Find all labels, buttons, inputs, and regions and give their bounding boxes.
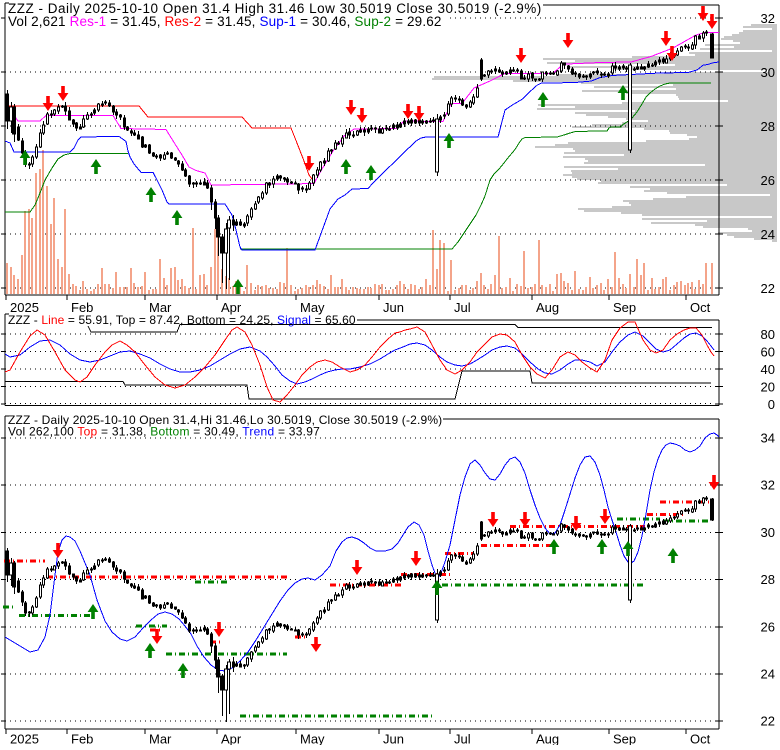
svg-text:ZZZ - Daily 2025-10-10 Open 31: ZZZ - Daily 2025-10-10 Open 31.4,Hi 31.4… bbox=[8, 413, 442, 427]
svg-text:0: 0 bbox=[768, 397, 775, 412]
svg-text:26: 26 bbox=[761, 619, 775, 634]
svg-text:2025: 2025 bbox=[10, 300, 39, 315]
svg-text:34: 34 bbox=[761, 431, 775, 446]
svg-text:Mar: Mar bbox=[149, 300, 172, 315]
svg-text:ZZZ - Daily 2025-10-10 Open 31: ZZZ - Daily 2025-10-10 Open 31.4 High 31… bbox=[8, 1, 542, 16]
svg-text:28: 28 bbox=[761, 572, 775, 587]
svg-text:Jul: Jul bbox=[454, 300, 471, 315]
svg-text:Aug: Aug bbox=[536, 732, 559, 746]
svg-text:Aug: Aug bbox=[536, 300, 559, 315]
svg-text:24: 24 bbox=[761, 227, 775, 242]
svg-text:60: 60 bbox=[761, 345, 775, 360]
svg-text:30: 30 bbox=[761, 525, 775, 540]
svg-text:Oct: Oct bbox=[690, 732, 711, 746]
svg-text:30: 30 bbox=[761, 65, 775, 80]
svg-text:Jun: Jun bbox=[383, 732, 404, 746]
svg-text:32: 32 bbox=[761, 478, 775, 493]
svg-text:26: 26 bbox=[761, 173, 775, 188]
svg-text:22: 22 bbox=[761, 714, 775, 729]
svg-text:Jun: Jun bbox=[383, 300, 404, 315]
svg-text:22: 22 bbox=[761, 281, 775, 296]
svg-text:Vol 262,100 Top = 31.38, Botto: Vol 262,100 Top = 31.38, Bottom = 30.49,… bbox=[8, 425, 320, 439]
svg-text:May: May bbox=[300, 732, 325, 746]
svg-text:40: 40 bbox=[761, 362, 775, 377]
svg-text:Feb: Feb bbox=[71, 300, 93, 315]
svg-text:2025: 2025 bbox=[10, 732, 39, 746]
svg-text:Apr: Apr bbox=[221, 732, 242, 746]
svg-text:Oct: Oct bbox=[690, 300, 711, 315]
svg-text:May: May bbox=[300, 300, 325, 315]
svg-text:Sep: Sep bbox=[613, 732, 636, 746]
svg-text:Mar: Mar bbox=[149, 732, 172, 746]
svg-text:Sep: Sep bbox=[613, 300, 636, 315]
svg-text:Vol 2,621 Res-1 = 31.45, Res-2: Vol 2,621 Res-1 = 31.45, Res-2 = 31.45, … bbox=[8, 14, 442, 29]
svg-text:24: 24 bbox=[761, 667, 775, 682]
svg-text:32: 32 bbox=[761, 11, 775, 26]
svg-text:80: 80 bbox=[761, 327, 775, 342]
svg-text:Feb: Feb bbox=[71, 732, 93, 746]
svg-text:Jul: Jul bbox=[454, 732, 471, 746]
svg-text:ZZZ - Line = 55.91, Top = 87.4: ZZZ - Line = 55.91, Top = 87.42, Bottom … bbox=[8, 313, 356, 327]
svg-text:20: 20 bbox=[761, 380, 775, 395]
svg-text:28: 28 bbox=[761, 119, 775, 134]
svg-text:Apr: Apr bbox=[221, 300, 242, 315]
